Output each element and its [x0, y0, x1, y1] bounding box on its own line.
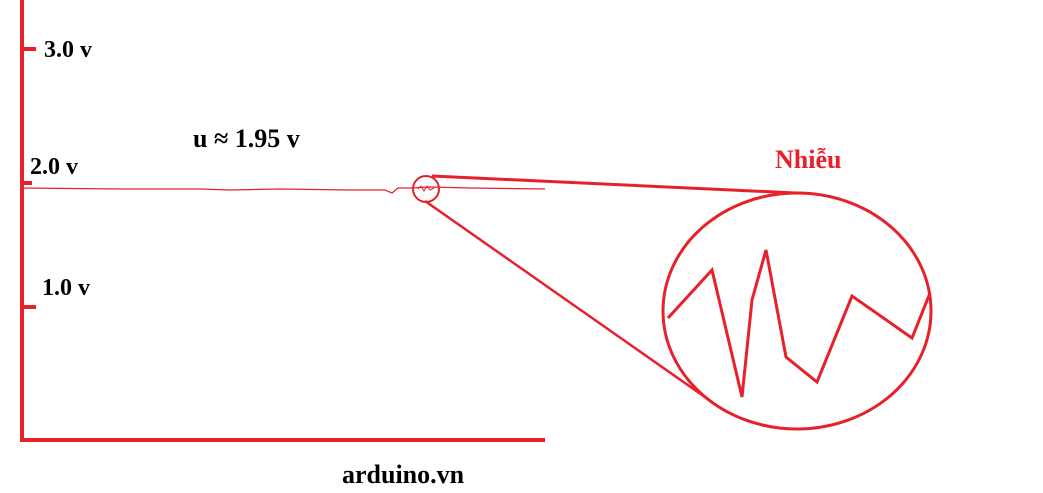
noise-marker: [412, 175, 440, 203]
noise-marker-squiggle: [417, 185, 435, 192]
zoom-noise-waveform: [666, 249, 932, 398]
zoom-connector-top: [431, 174, 797, 195]
noise-label: Nhiễu: [775, 145, 842, 174]
tick-label-2v: 2.0 v: [30, 154, 78, 180]
signal-value-label: u ≈ 1.95 v: [193, 124, 300, 153]
signal-trace: [21, 186, 546, 194]
zoom-ellipse: [661, 191, 933, 431]
tick-label-1v: 1.0 v: [42, 275, 90, 301]
site-credit: arduino.vn: [342, 460, 465, 489]
tick-label-3v: 3.0 v: [44, 37, 92, 63]
zoom-connector-bottom: [424, 199, 713, 404]
